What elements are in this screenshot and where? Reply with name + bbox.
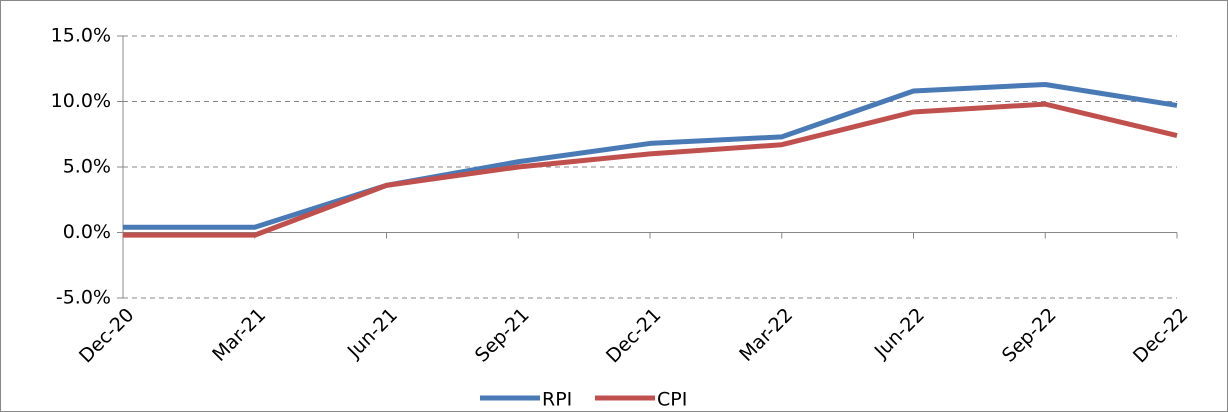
series-line xyxy=(123,101,1178,238)
y-tick-label: -5.0% xyxy=(56,287,111,309)
y-tick-label: 5.0% xyxy=(63,156,111,178)
legend-label: CPI xyxy=(657,389,687,411)
y-tick-label: 15.0% xyxy=(51,25,111,47)
legend-label: RPI xyxy=(542,389,572,411)
series-line xyxy=(123,81,1178,230)
y-tick-label: 10.0% xyxy=(51,90,111,112)
y-tick-label: 0.0% xyxy=(63,221,111,243)
